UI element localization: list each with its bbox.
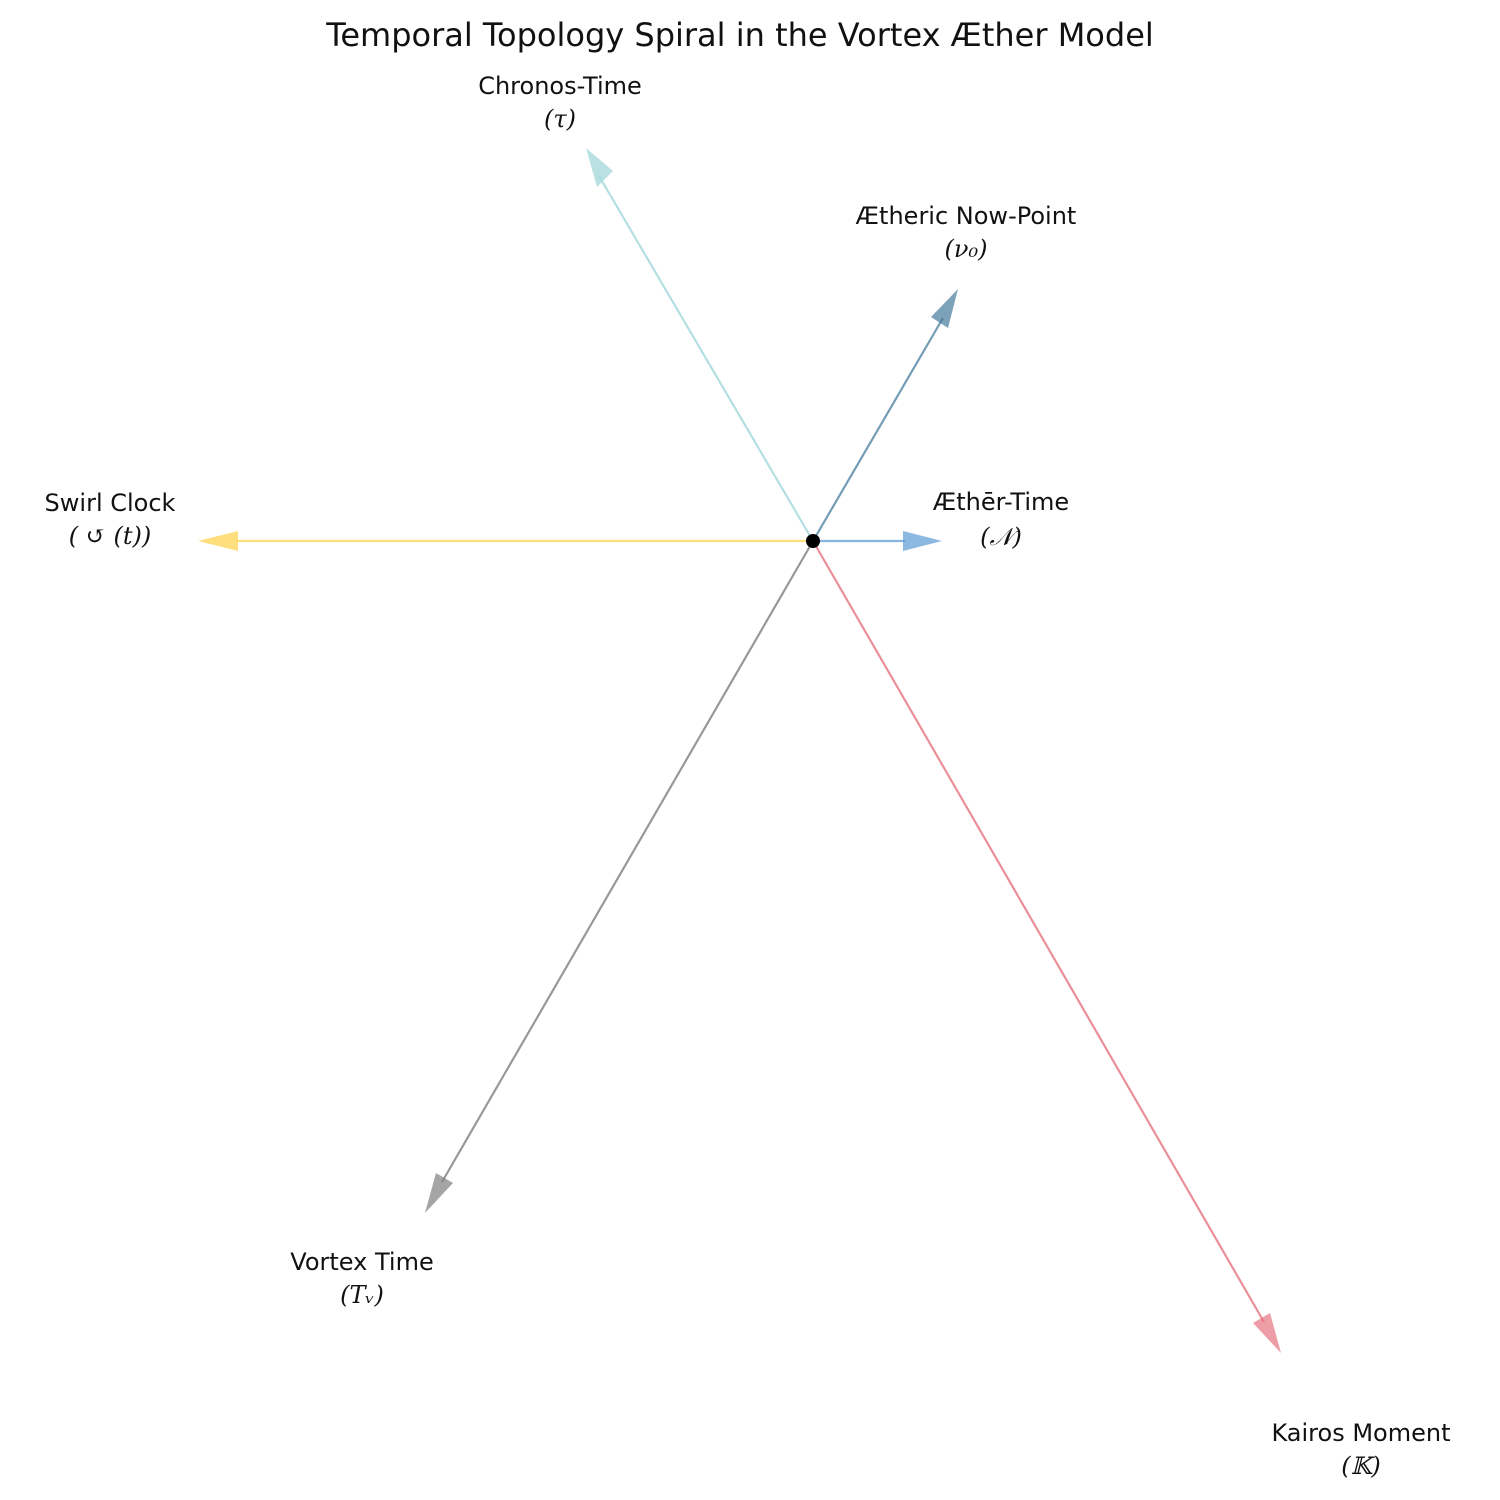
chronos-time-shaft xyxy=(598,175,814,542)
vortex-time-arrowhead xyxy=(425,1173,453,1213)
kairos-moment-shaft xyxy=(812,540,1265,1323)
chronos-time-arrowhead xyxy=(586,148,613,187)
vortex-time-arrow xyxy=(425,540,814,1213)
aether-time-arrow xyxy=(813,531,942,551)
origin-point xyxy=(806,534,820,548)
aetheric-now-point-arrowhead xyxy=(931,289,958,328)
chronos-time-name: Chronos-Time xyxy=(478,72,642,100)
kairos-moment-arrow xyxy=(812,540,1281,1353)
chronos-time-symbol: (τ) xyxy=(544,105,576,133)
swirl-clock-arrow xyxy=(198,531,813,551)
chronos-time-arrow xyxy=(586,148,814,542)
swirl-clock-name: Swirl Clock xyxy=(45,489,176,517)
kairos-moment-arrowhead xyxy=(1253,1313,1281,1353)
aether-time-symbol: (𝒩) xyxy=(980,523,1022,551)
vortex-time-name: Vortex Time xyxy=(290,1248,433,1276)
aetheric-now-point-name: Ætheric Now-Point xyxy=(856,202,1077,230)
swirl-clock-symbol: ( ↺ (t)) xyxy=(69,522,151,550)
aether-time-label: Æthēr-Time (𝒩) xyxy=(933,488,1069,551)
swirl-clock-label: Swirl Clock ( ↺ (t)) xyxy=(45,489,176,550)
kairos-moment-symbol: (𝕂) xyxy=(1341,1452,1381,1480)
vortex-time-shaft xyxy=(441,540,814,1183)
aether-time-name: Æthēr-Time xyxy=(933,488,1069,516)
aetheric-now-point-shaft xyxy=(812,317,944,542)
aether-time-arrowhead xyxy=(903,531,942,551)
chronos-time-label: Chronos-Time (τ) xyxy=(478,72,642,133)
diagram-title: Temporal Topology Spiral in the Vortex Æ… xyxy=(325,16,1154,54)
vortex-time-label: Vortex Time (Tᵥ) xyxy=(290,1248,433,1309)
aetheric-now-point-arrow xyxy=(812,289,958,542)
vortex-time-symbol: (Tᵥ) xyxy=(340,1281,384,1309)
kairos-moment-name: Kairos Moment xyxy=(1271,1419,1450,1447)
aetheric-now-point-label: Ætheric Now-Point (ν₀) xyxy=(856,202,1077,263)
swirl-clock-arrowhead xyxy=(198,531,238,551)
aetheric-now-point-symbol: (ν₀) xyxy=(945,235,988,263)
kairos-moment-label: Kairos Moment (𝕂) xyxy=(1271,1419,1450,1480)
